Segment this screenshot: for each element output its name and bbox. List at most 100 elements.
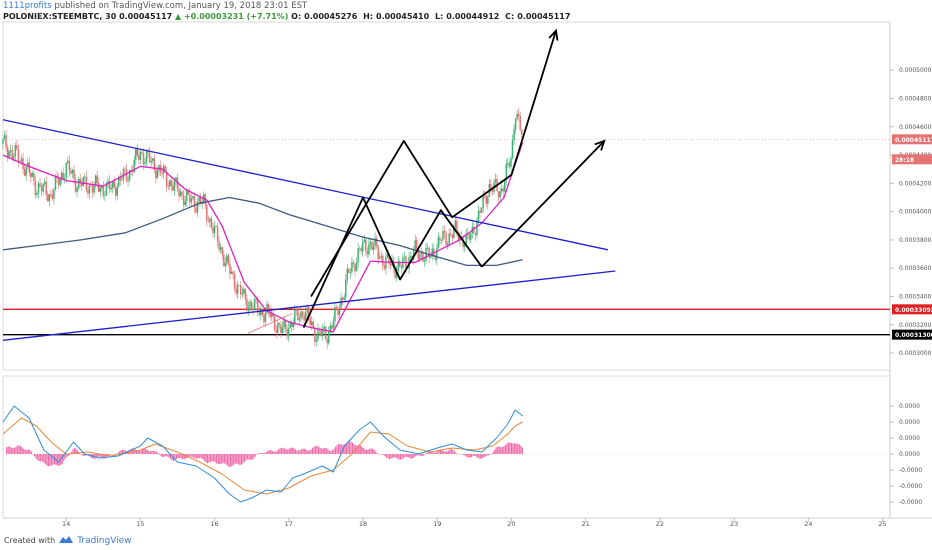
last-value: 0.00045117 xyxy=(119,12,173,21)
candle-body xyxy=(446,243,449,245)
macd-histogram-bar xyxy=(270,450,272,454)
macd-histogram-bar xyxy=(152,450,154,454)
price-tick-label: 0.00034000 xyxy=(899,293,932,300)
candle-body xyxy=(417,249,420,259)
macd-histogram-bar xyxy=(291,447,293,454)
candle-body xyxy=(306,307,308,313)
candle-body xyxy=(297,310,299,321)
candle-body xyxy=(335,307,338,309)
candle-body xyxy=(196,201,199,213)
candle-body xyxy=(51,194,54,199)
candle-body xyxy=(487,196,489,204)
candle-body xyxy=(443,230,446,233)
candle-body xyxy=(136,149,139,156)
candle-body xyxy=(212,227,214,234)
candle-body xyxy=(235,288,237,294)
macd-histogram-bar xyxy=(58,454,60,466)
time-tick-label: 17 xyxy=(285,520,293,528)
candle-body xyxy=(283,320,285,328)
price-axis-badge: 0.00045117 xyxy=(892,134,932,145)
macd-histogram-bar xyxy=(154,450,156,454)
candle-body xyxy=(184,201,186,206)
candle-body xyxy=(206,204,208,221)
macd-histogram-bar xyxy=(57,454,59,466)
candle-body xyxy=(423,260,426,262)
macd-tick-label: 0.0000 xyxy=(899,403,920,410)
macd-histogram-bar xyxy=(359,445,361,454)
macd-histogram-bar xyxy=(493,449,496,454)
macd-histogram-bar xyxy=(118,451,121,454)
macd-histogram-bar xyxy=(160,454,162,457)
macd-histogram-bar xyxy=(254,454,256,457)
publisher-name[interactable]: 1111profits xyxy=(3,1,52,11)
macd-histogram-bar xyxy=(205,454,207,463)
macd-tick-label: -0.0000 xyxy=(899,483,922,490)
macd-histogram-bar xyxy=(23,448,25,454)
macd-histogram-bar xyxy=(52,454,54,465)
macd-histogram-bar xyxy=(219,454,221,465)
macd-histogram-bar xyxy=(234,454,236,464)
candle-body xyxy=(323,326,325,330)
macd-histogram-bar xyxy=(452,449,454,454)
price-badge-bg xyxy=(892,329,932,340)
candle-body xyxy=(365,239,367,252)
macd-histogram-bar xyxy=(250,454,252,460)
candle-body xyxy=(275,330,278,333)
macd-histogram-bar xyxy=(237,454,239,465)
candle-body xyxy=(127,180,129,182)
macd-histogram-bar xyxy=(512,443,514,454)
macd-histogram-bar xyxy=(155,451,158,454)
macd-histogram-bar xyxy=(297,450,300,454)
arrow-head-icon xyxy=(548,28,559,41)
macd-histogram-bar xyxy=(233,454,235,465)
macd-histogram-bar xyxy=(430,451,432,454)
symbol-label: POLONIEX:STEEMBTC, 30 xyxy=(3,12,117,21)
candle-body xyxy=(167,186,169,187)
macd-histogram-bar xyxy=(327,449,329,454)
macd-histogram-bar xyxy=(10,447,12,454)
macd-histogram-bar xyxy=(447,450,449,454)
candle-body xyxy=(139,151,142,160)
tradingview-brand[interactable]: TradingView xyxy=(77,535,132,546)
macd-histogram-bar xyxy=(376,453,378,454)
macd-histogram-bar xyxy=(84,454,87,456)
candle-body xyxy=(295,309,298,311)
candle-body xyxy=(226,255,228,263)
candle-body xyxy=(192,196,194,199)
c-label: C: xyxy=(505,12,515,21)
fast-moving-average-line xyxy=(2,142,524,333)
macd-histogram-bar xyxy=(517,443,519,454)
candle-body xyxy=(270,312,273,317)
candle-body xyxy=(90,185,92,187)
macd-histogram-bar xyxy=(191,454,193,457)
macd-histogram-bar xyxy=(145,449,147,454)
candle-body xyxy=(371,241,373,250)
price-tick-label: 0.00030000 xyxy=(899,350,932,357)
candle-body xyxy=(172,185,174,191)
price-badge-bg xyxy=(892,304,932,315)
macd-histogram-bar xyxy=(192,454,195,458)
candle-body xyxy=(118,176,120,187)
macd-histogram-bar xyxy=(222,454,224,464)
candle-body xyxy=(255,298,257,300)
macd-histogram-bar xyxy=(472,454,474,457)
candle-body xyxy=(300,311,302,319)
candle-body xyxy=(141,151,143,154)
macd-histogram-bar xyxy=(137,450,139,454)
macd-histogram-bar xyxy=(507,442,510,454)
macd-histogram-bar xyxy=(66,454,68,457)
candle-body xyxy=(298,318,301,321)
candle-body xyxy=(213,225,216,234)
candle-body xyxy=(355,262,358,272)
macd-histogram-bar xyxy=(477,454,479,458)
macd-histogram-bar xyxy=(123,450,125,454)
macd-histogram-bar xyxy=(514,443,516,454)
macd-histogram-bar xyxy=(194,454,196,459)
macd-histogram-bar xyxy=(7,446,9,454)
candle-body xyxy=(482,195,484,208)
time-tick-label: 15 xyxy=(136,520,144,528)
candle-body xyxy=(23,168,26,176)
macd-histogram-bar xyxy=(163,454,165,457)
